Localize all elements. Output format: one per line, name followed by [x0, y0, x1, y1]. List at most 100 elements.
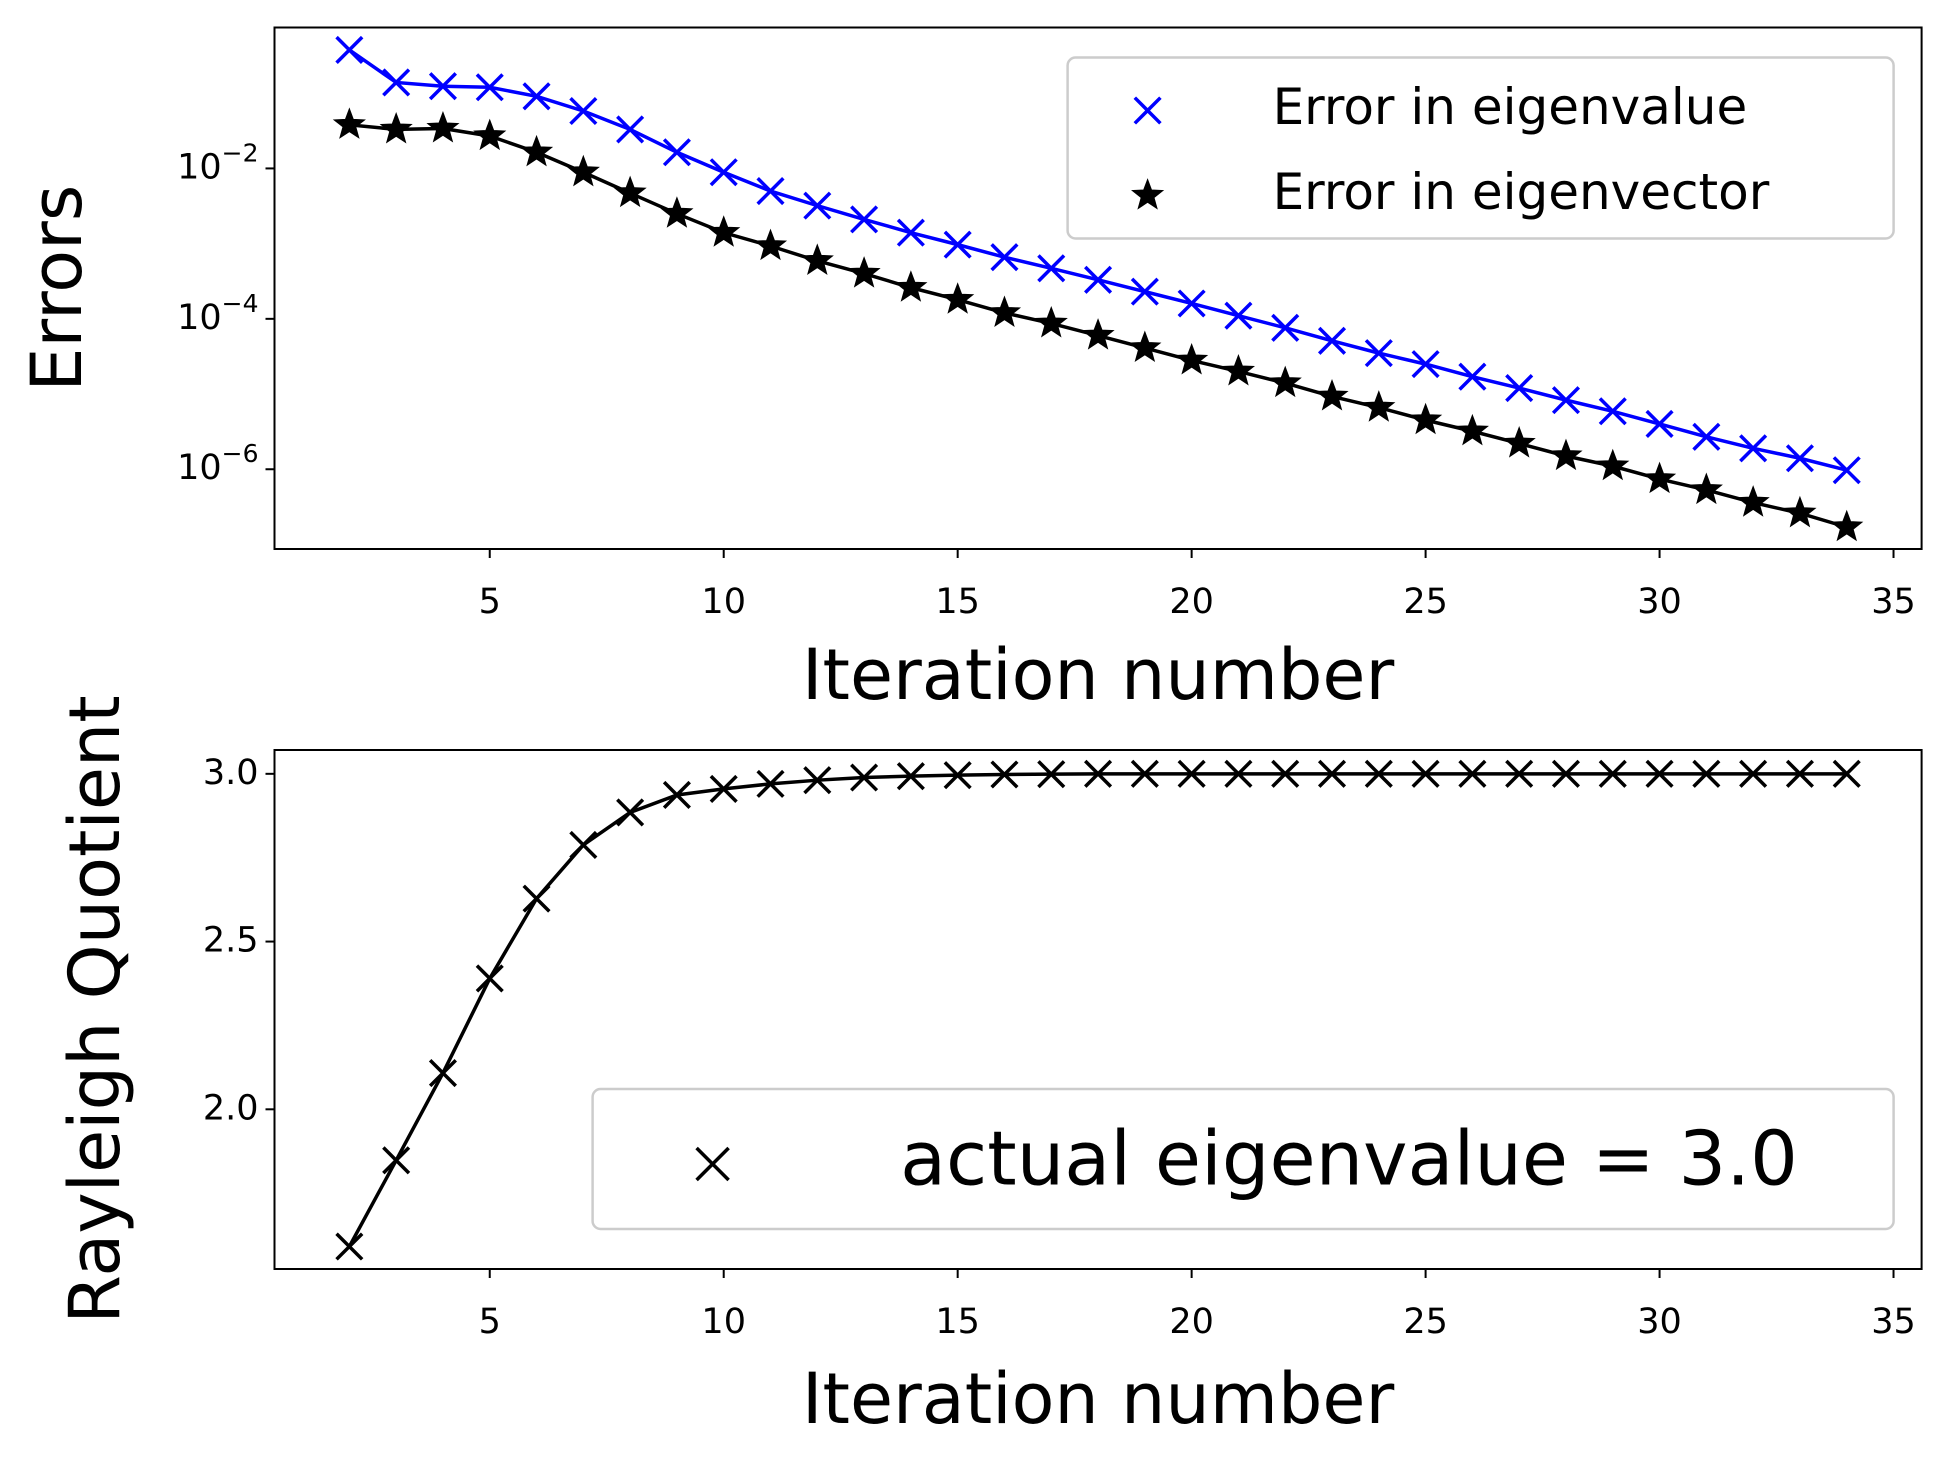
- marker-x: [1411, 759, 1440, 788]
- y-tick-label: 10−6: [177, 439, 258, 488]
- marker-star: [1830, 509, 1864, 542]
- marker-x: [1271, 313, 1300, 342]
- plot-frame: [273, 26, 1923, 550]
- legend-label: Error in eigenvalue: [1273, 78, 1748, 136]
- x-tick-label: 20: [1169, 582, 1214, 622]
- marker-x: [803, 766, 832, 795]
- marker-star: [1502, 426, 1536, 458]
- marker-x: [1692, 422, 1721, 451]
- x-tick-label: 20: [1169, 1302, 1214, 1342]
- marker-x: [1598, 759, 1627, 788]
- marker-star: [1315, 378, 1349, 411]
- legend-marker: [695, 1146, 730, 1182]
- y-tick-label: 10−4: [177, 289, 258, 338]
- y-axis-label: Errors: [16, 185, 98, 392]
- marker-x: [335, 1232, 364, 1261]
- marker-x: [428, 1059, 457, 1088]
- marker-x: [1130, 759, 1159, 788]
- x-axis-label: Iteration number: [802, 1358, 1395, 1440]
- marker-star: [332, 107, 366, 139]
- marker-star: [566, 154, 600, 187]
- marker-x: [475, 964, 504, 993]
- marker-x: [990, 760, 1019, 789]
- legend-label: Error in eigenvector: [1273, 163, 1770, 221]
- marker-x: [1458, 362, 1487, 391]
- marker-x: [428, 72, 457, 101]
- marker-x: [522, 884, 551, 913]
- marker-x: [382, 68, 411, 97]
- marker-star: [1175, 342, 1209, 375]
- marker-x: [1645, 409, 1674, 439]
- marker-star: [1783, 495, 1817, 528]
- marker-x: [1177, 289, 1206, 318]
- marker-x: [475, 73, 504, 102]
- marker-x: [1832, 759, 1861, 788]
- marker-star: [1081, 318, 1115, 350]
- legend-marker: [1133, 96, 1162, 125]
- marker-x: [1317, 759, 1347, 788]
- plot-frame: [273, 749, 1923, 1270]
- marker-x: [1224, 301, 1253, 330]
- marker-x: [569, 96, 598, 126]
- x-tick-label: 15: [935, 582, 980, 622]
- x-tick-label: 5: [479, 1302, 501, 1342]
- y-tick-label: 2.5: [203, 921, 259, 961]
- marker-x: [756, 177, 785, 206]
- marker-x: [756, 769, 785, 798]
- marker-star: [707, 215, 741, 247]
- marker-x: [1505, 374, 1534, 403]
- x-tick-label: 30: [1637, 582, 1682, 622]
- legend-box: [591, 1087, 1895, 1231]
- marker-star: [800, 243, 834, 275]
- marker-x: [1037, 254, 1066, 283]
- marker-star: [987, 295, 1022, 327]
- marker-x: [382, 1146, 411, 1175]
- x-axis-label: Iteration number: [802, 634, 1395, 716]
- marker-x: [1084, 265, 1113, 294]
- x-tick-label: 25: [1403, 582, 1448, 622]
- marker-star: [753, 228, 788, 261]
- marker-x: [990, 243, 1019, 272]
- marker-x: [1130, 277, 1159, 306]
- marker-x: [1458, 759, 1487, 788]
- marker-x: [1551, 759, 1581, 788]
- x-tick-label: 15: [935, 1302, 980, 1342]
- x-tick-label: 25: [1403, 1302, 1448, 1342]
- marker-x: [1551, 386, 1581, 415]
- marker-x: [616, 115, 645, 144]
- marker-star: [1221, 353, 1255, 386]
- legend-label: actual eigenvalue = 3.0: [900, 1115, 1798, 1203]
- marker-x: [1411, 350, 1440, 379]
- x-tick-label: 35: [1871, 582, 1916, 622]
- marker-star: [1362, 390, 1396, 422]
- marker-x: [1598, 397, 1627, 426]
- marker-x: [335, 35, 364, 65]
- marker-x: [709, 774, 738, 803]
- marker-star: [1549, 438, 1583, 471]
- marker-star: [941, 282, 975, 314]
- marker-star: [1455, 413, 1489, 446]
- marker-star: [847, 256, 881, 288]
- marker-x: [522, 82, 551, 111]
- x-tick-label: 5: [479, 582, 501, 622]
- legend-box: [1066, 56, 1895, 240]
- marker-star: [473, 118, 507, 151]
- y-tick-label: 3.0: [203, 753, 259, 793]
- marker-x: [1739, 759, 1768, 788]
- marker-star: [1736, 485, 1770, 517]
- marker-x: [662, 138, 691, 167]
- x-tick-label: 10: [701, 1302, 746, 1342]
- marker-x: [1317, 326, 1347, 355]
- marker-x: [803, 191, 832, 220]
- marker-x: [709, 158, 738, 187]
- marker-x: [616, 798, 645, 827]
- marker-x: [850, 205, 879, 234]
- marker-star: [1409, 402, 1443, 435]
- marker-x: [1739, 434, 1768, 463]
- marker-x: [896, 762, 925, 791]
- y-tick-label: 2.0: [203, 1088, 259, 1128]
- marker-x: [1037, 760, 1066, 789]
- marker-x: [896, 218, 925, 247]
- marker-star: [1596, 448, 1630, 481]
- marker-x: [850, 763, 879, 792]
